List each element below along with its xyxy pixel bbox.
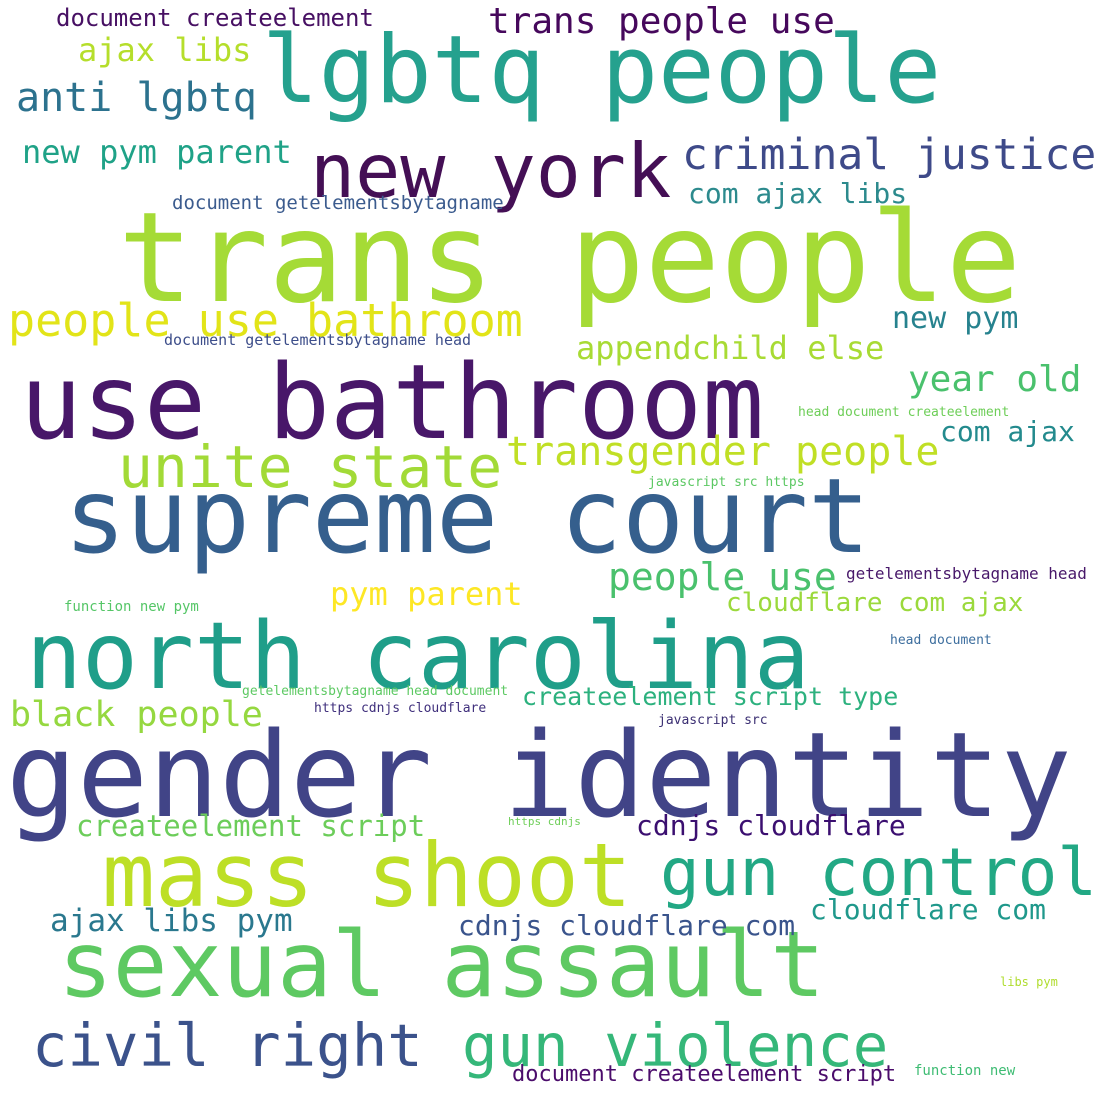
word-people-use: people use <box>608 555 837 599</box>
word-cloudflare-com-ajax: cloudflare com ajax <box>726 588 1024 618</box>
word-head-document: head document <box>890 633 992 648</box>
word-javascript-src: javascript src <box>658 713 768 728</box>
word-year-old: year old <box>908 359 1082 400</box>
word-createelement-script: createelement script <box>76 809 426 843</box>
word-libs-pym: libs pym <box>1000 975 1058 989</box>
word-new-pym: new pym <box>892 301 1019 336</box>
word-trans-people-use: trans people use <box>488 1 835 42</box>
word-anti-lgbtq: anti lgbtq <box>16 75 257 121</box>
word-function-new-pym: function new pym <box>64 599 199 615</box>
word-cdnjs-cloudflare: cdnjs cloudflare <box>636 809 906 842</box>
word-new-york: new york <box>310 127 672 215</box>
word-black-people: black people <box>10 695 263 735</box>
word-head-document-createelement: head document createelement <box>798 405 1010 420</box>
word-unite-state: unite state <box>118 433 503 501</box>
word-pym-parent: pym parent <box>330 575 523 613</box>
word-sexual-assault: sexual assault <box>58 913 826 1018</box>
word-new-pym-parent: new pym parent <box>22 133 292 171</box>
word-north-carolina: north carolina <box>26 602 810 710</box>
word-people-use-bathroom: people use bathroom <box>8 294 523 347</box>
word-com-ajax-libs: com ajax libs <box>688 177 908 210</box>
word-document-createelement-script: document createelement script <box>512 1062 897 1087</box>
word-https-cdnjs-cloudflare: https cdnjs cloudflare <box>314 701 487 716</box>
word-cloudflare-com: cloudflare com <box>810 893 1047 926</box>
word-javascript-src-https: javascript src https <box>648 475 805 490</box>
word-gun-control: gun control <box>660 834 1098 911</box>
word-trans-people: trans people <box>118 186 1022 331</box>
word-document-createelement: document createelement <box>56 4 374 32</box>
word-mass-shoot: mass shoot <box>102 824 632 927</box>
word-appendchild-else: appendchild else <box>576 329 885 367</box>
word-supreme-court: supreme court <box>64 457 871 577</box>
word-use-bathroom: use bathroom <box>20 343 765 463</box>
word-civil-right: civil right <box>32 1011 423 1080</box>
word-createelement-script-type: createelement script type <box>522 682 899 711</box>
word-com-ajax: com ajax <box>940 415 1075 448</box>
word-lgbtq-people: lgbtq people <box>262 16 942 125</box>
word-ajax-libs: ajax libs <box>78 31 252 69</box>
word-document-getelementsbytagname: document getelementsbytagname <box>172 192 504 214</box>
word-document-getelementsbytagname-head: document getelementsbytagname head <box>164 331 472 349</box>
word-getelementsbytagname-head-document: getelementsbytagname head document <box>242 684 509 699</box>
word-https-cdnjs: https cdnjs <box>508 815 581 828</box>
word-gender-identity: gender identity <box>6 706 1072 844</box>
word-transgender-people: transgender people <box>506 429 940 475</box>
word-ajax-libs-pym: ajax libs pym <box>50 903 293 939</box>
word-criminal-justice: criminal justice <box>682 130 1097 180</box>
word-function-new: function new <box>914 1063 1016 1079</box>
word-cdnjs-cloudflare-com: cdnjs cloudflare com <box>458 909 796 942</box>
word-gun-violence: gun violence <box>462 1011 889 1080</box>
word-getelementsbytagname-head: getelementsbytagname head <box>846 564 1087 583</box>
